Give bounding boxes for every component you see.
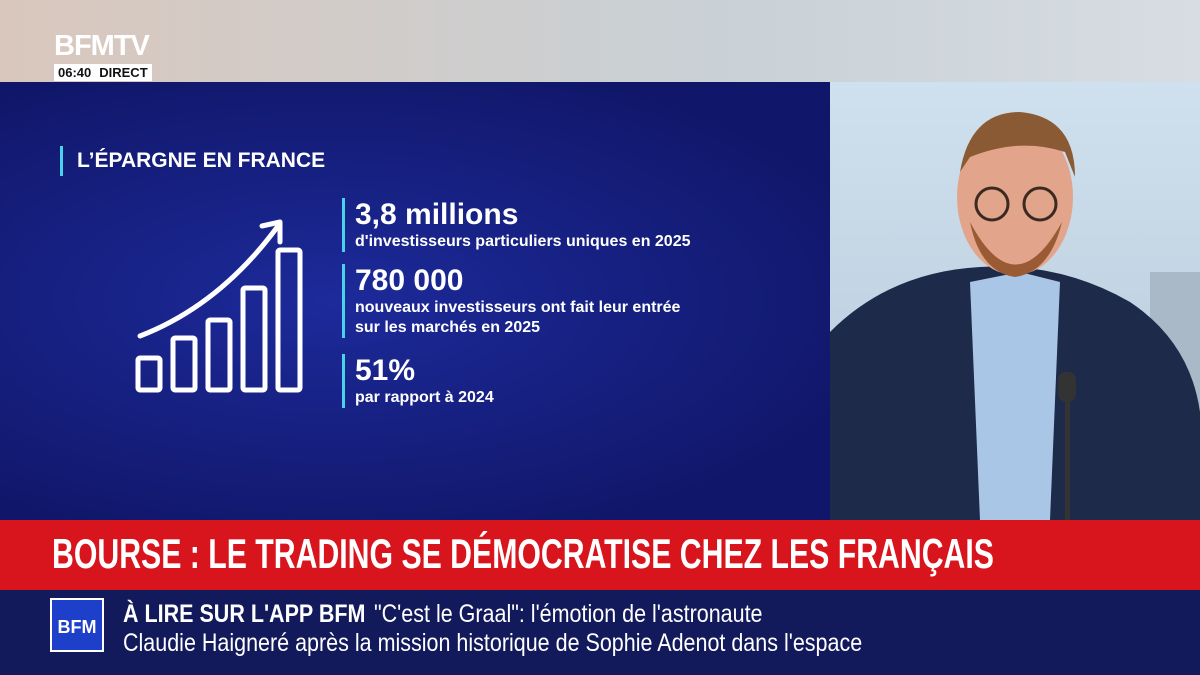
stat: 780 000 nouveaux investisseurs ont fait l… [342,264,680,338]
panel-title: L’ÉPARGNE EN FRANCE [60,146,325,176]
headline: BOURSE : LE TRADING SE DÉMOCRATISE CHEZ … [52,530,994,577]
live-label: DIRECT [99,65,148,80]
stat: 3,8 millions d'investisseurs particuliers… [342,198,691,252]
stat: 51% par rapport à 2024 [342,354,494,408]
headline-band [0,520,1200,590]
ticker-text: "C'est le Graal": l'émotion de l'astrona… [374,600,763,628]
presenter [830,112,1200,520]
stat-description: par rapport à 2024 [355,389,494,406]
stat-description: d'investisseurs particuliers uniques en … [355,233,691,250]
time: 06:40 [58,65,92,80]
ticker-band [0,590,1200,675]
stat-value: 3,8 millions [355,198,519,231]
stat-description: nouveaux investisseurs ont fait leur ent… [355,299,681,316]
channel-logo: BFMTV [54,30,150,62]
ticker-label: À LIRE SUR L'APP BFM [123,600,366,628]
clock: 06:40 DIRECT [54,64,152,81]
stat-description: sur les marchés en 2025 [355,319,541,336]
stat-value: 780 000 [355,264,464,297]
info-panel [0,82,830,520]
ticker-text: Claudie Haigneré après la mission histor… [123,629,863,657]
top-strip [0,0,1200,82]
ticker-line: À LIRE SUR L'APP BFM "C'est le Graal": l'… [123,600,763,629]
growth-icon [135,219,303,393]
presenter-video [830,82,1200,520]
stat-value: 51% [355,354,416,387]
ticker-badge: BFM [50,598,104,652]
